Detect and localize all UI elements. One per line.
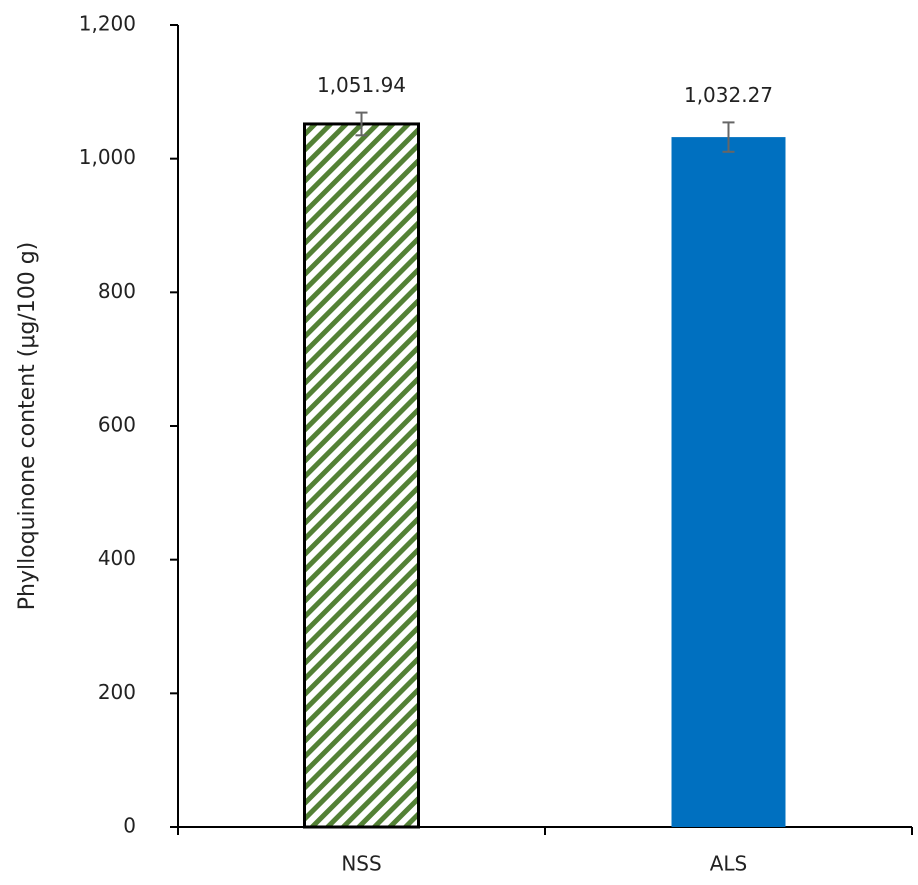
value-label: 1,032.27 xyxy=(684,83,773,107)
y-tick-label: 1,200 xyxy=(79,12,136,36)
value-label: 1,051.94 xyxy=(317,73,406,97)
y-tick-label: 800 xyxy=(98,279,136,303)
bar xyxy=(671,137,786,827)
y-tick-label: 200 xyxy=(98,680,136,704)
y-tick-label: 600 xyxy=(98,413,136,437)
bar xyxy=(303,122,420,829)
y-tick-label: 1,000 xyxy=(79,145,136,169)
y-tick-label: 0 xyxy=(123,814,136,838)
x-tick-label: NSS xyxy=(341,852,381,876)
y-axis-label: Phylloquinone content (μg/100 g) xyxy=(15,242,40,611)
x-tick-label: ALS xyxy=(710,852,748,876)
y-tick-label: 400 xyxy=(98,546,136,570)
